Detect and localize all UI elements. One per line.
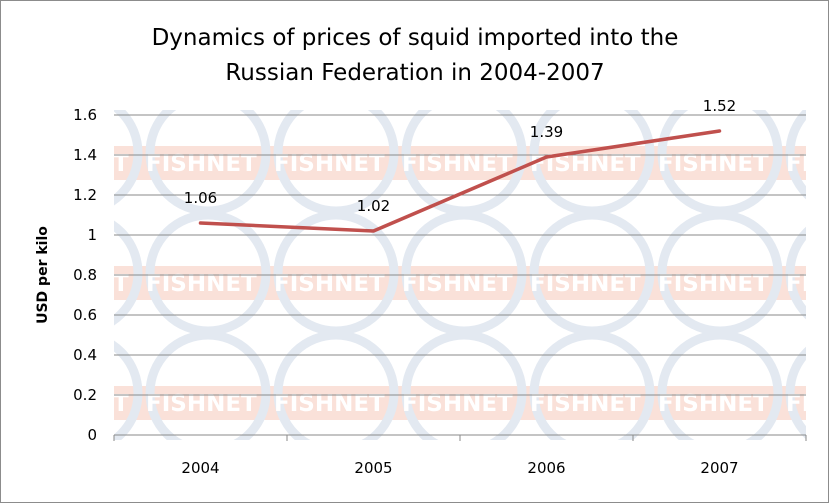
watermark-band [114,386,806,420]
watermark-emblem [529,330,655,440]
y-tick-label: 0.4 [73,346,97,364]
data-label: 1.39 [530,123,563,141]
watermark-emblem [114,110,143,206]
y-tick-label: 0.8 [73,266,97,284]
watermark-text: FISHNET [18,151,129,177]
watermark-band [114,146,806,180]
y-tick-label: 1.6 [73,106,97,124]
x-tick-label: 2007 [700,459,738,477]
y-tick-label: 1.4 [73,146,97,164]
chart-title-line-1: Dynamics of prices of squid imported int… [152,25,679,51]
watermark-emblem [785,110,806,200]
watermark-emblem [273,110,399,216]
x-tick-label: 2006 [527,459,565,477]
data-labels: 1.06 1.02 1.39 1.52 [184,97,736,215]
watermark-text: FISHNET [786,271,829,297]
watermark-text: FISHNET [786,391,829,417]
watermark-emblem [657,110,783,216]
watermark-emblem [785,346,806,440]
watermark-text: FISHNET [18,271,129,297]
series-line [198,129,722,233]
watermark-emblem [114,340,143,440]
data-label: 1.06 [184,189,217,207]
x-tick-label: 2005 [354,459,392,477]
watermark-emblem [145,330,271,440]
data-label: 1.02 [357,197,390,215]
watermark-band [114,266,806,300]
y-axis-title: USD per kilo [35,226,51,324]
watermark-emblem [529,110,655,216]
watermark-emblem [114,220,143,326]
watermark-emblem [401,110,527,216]
watermark-emblem [657,330,783,440]
watermark-layer: FISHNET FISHNET FISHNET FISHNET FISHNET FISHN… [18,110,829,440]
gridlines [114,114,806,396]
y-axis-tick-labels: 0 0.2 0.4 0.6 0.8 1 1.2 1.4 1.6 [73,106,97,444]
y-tick-label: 0.6 [73,306,97,324]
x-axis-ticks [113,435,807,441]
y-tick-label: 1.2 [73,186,97,204]
y-tick-label: 0 [87,426,97,444]
y-tick-label: 1 [87,226,97,244]
data-label: 1.52 [703,97,736,115]
x-tick-label: 2004 [181,459,219,477]
chart-title-line-2: Russian Federation in 2004-2007 [225,60,604,86]
watermark-emblem [401,330,527,440]
x-axis-tick-labels: 2004 2005 2006 2007 [181,459,738,477]
watermark-text: FISHNET [18,391,129,417]
watermark-emblem [785,226,806,320]
watermark-emblem [145,110,271,216]
watermark-emblem [273,330,399,440]
watermark-text: FISHNET [786,151,829,177]
y-tick-label: 0.2 [73,386,97,404]
